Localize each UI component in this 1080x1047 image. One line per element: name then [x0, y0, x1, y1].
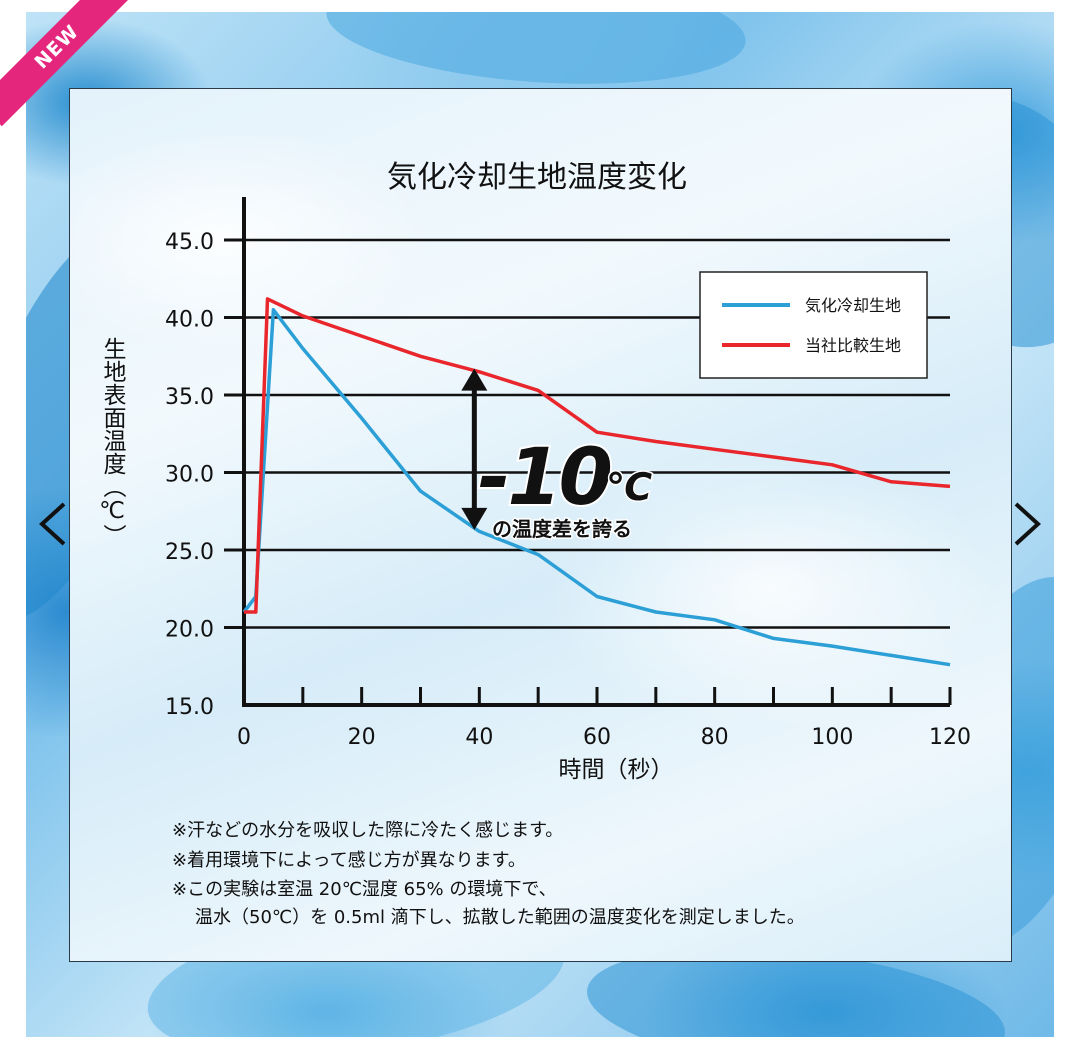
- x-tick-label: 40: [465, 725, 493, 750]
- legend: 気化冷却生地 当社比較生地: [699, 271, 928, 379]
- y-tick-label: 40.0: [165, 308, 214, 333]
- y-tick-label: 20.0: [165, 618, 214, 643]
- note-line-1: ※汗などの水分を吸収した際に冷たく感じます。: [172, 820, 563, 841]
- next-button[interactable]: [1010, 500, 1044, 548]
- grid-lines: [244, 238, 950, 629]
- chevron-right-icon: [1014, 502, 1041, 546]
- note-line-4: 温水（50℃）を 0.5ml 滴下し、拡散した範囲の温度変化を測定しました。: [195, 907, 805, 928]
- series-line-red: [244, 297, 951, 614]
- y-tick-label: 35.0: [165, 385, 214, 410]
- series-lines: [242, 297, 951, 667]
- x-tick-label: 100: [811, 725, 853, 750]
- chevron-left-icon: [39, 502, 66, 546]
- chart-title: 気化冷却生地温度変化: [387, 160, 687, 195]
- callout-subtext: の温度差を誇る: [492, 517, 632, 541]
- y-tick-label: 45.0: [165, 230, 214, 255]
- y-tick-label: 30.0: [165, 463, 214, 488]
- x-tick-label: 0: [237, 725, 251, 750]
- note-line-2: ※着用環境下によって感じ方が異なります。: [172, 850, 526, 871]
- callout: -10℃ の温度差を誇る: [461, 368, 654, 543]
- note-line-3: ※この実験は室温 20℃湿度 65% の環境下で、: [172, 879, 557, 900]
- y-tick-label: 15.0: [165, 695, 214, 720]
- prev-button[interactable]: [36, 500, 70, 548]
- x-tick-label: 60: [583, 725, 611, 750]
- x-axis-label: 時間（秒）: [559, 757, 674, 783]
- difference-arrow-head-down: [461, 507, 488, 530]
- axis-ticks: 15.0 20.0 25.0 30.0 35.0 40.0 45.0 0 20 40 60 80 100…: [165, 230, 971, 750]
- legend-label-blue: 気化冷却生地: [805, 296, 901, 315]
- y-axis-label-text: 生地表面温度（℃）: [99, 337, 127, 547]
- x-tick-label: 20: [348, 725, 376, 750]
- difference-arrow-head-up: [461, 368, 488, 391]
- legend-box: [699, 271, 928, 379]
- new-badge-label: NEW: [0, 0, 130, 127]
- x-tick-label: 80: [701, 725, 729, 750]
- chart-panel: [69, 88, 1012, 962]
- y-tick-label: 25.0: [165, 540, 214, 565]
- x-tick-label: 120: [929, 725, 971, 750]
- series-line-blue: [242, 308, 951, 667]
- y-axis-label: 生地表面温度（℃）: [99, 337, 127, 547]
- new-badge: NEW: [0, 0, 130, 130]
- notes: ※汗などの水分を吸収した際に冷たく感じます。 ※着用環境下によって感じ方が異なり…: [172, 820, 805, 928]
- callout-value: -10: [478, 433, 611, 523]
- legend-label-red: 当社比較生地: [805, 336, 901, 355]
- callout-unit: ℃: [606, 465, 652, 509]
